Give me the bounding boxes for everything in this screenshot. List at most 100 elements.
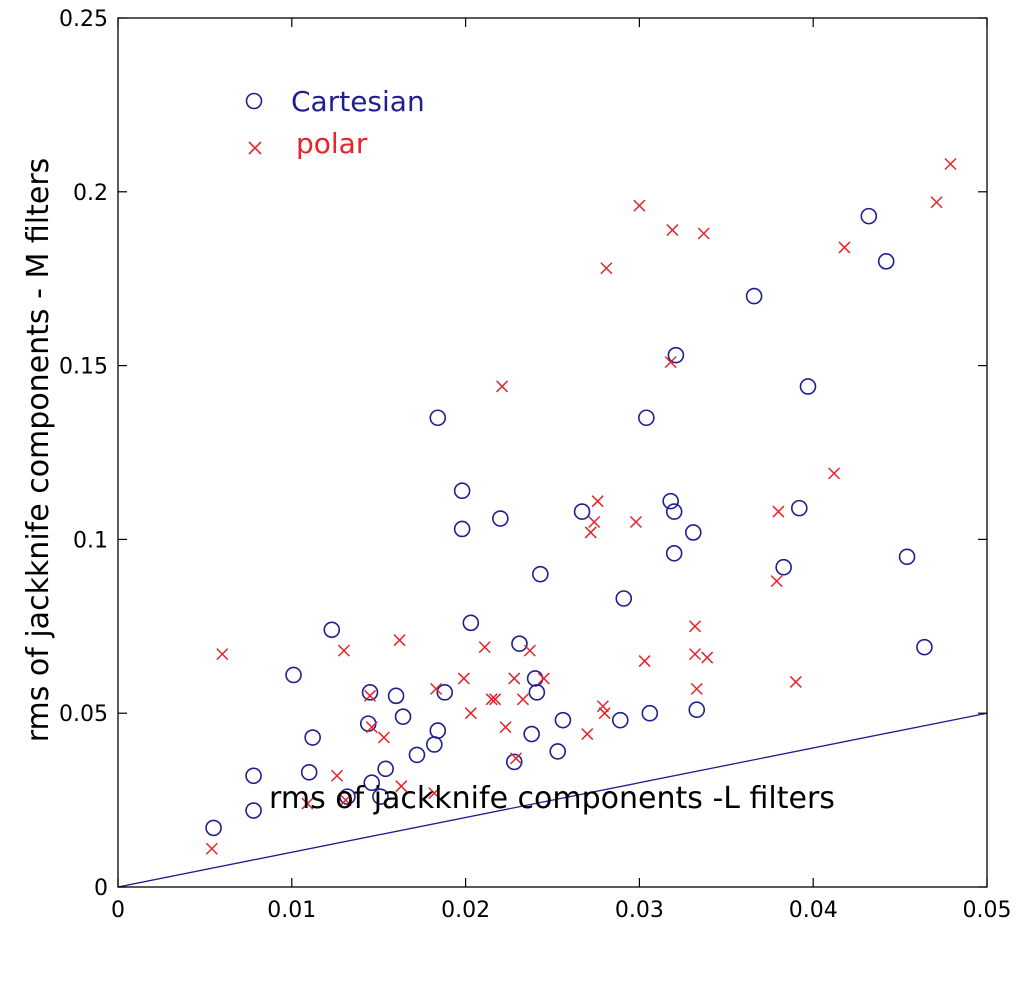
cartesian-point	[205, 819, 222, 837]
cartesian-point	[662, 492, 679, 510]
polar-point	[330, 769, 344, 782]
y-tick-label: 0.05	[59, 702, 108, 727]
polar-point	[828, 467, 841, 480]
cartesian-point	[304, 729, 321, 746]
polar-point	[523, 644, 536, 657]
polar-point	[600, 262, 613, 275]
cartesian-point	[300, 763, 318, 781]
polar-point	[395, 780, 408, 793]
polar-point	[596, 700, 609, 713]
x-tick-label: 0.04	[789, 898, 838, 923]
cartesian-point	[611, 711, 629, 729]
cartesian-point	[453, 520, 471, 538]
polar-point	[664, 356, 677, 369]
cartesian-point	[323, 621, 341, 639]
polar-point	[688, 648, 702, 661]
x-tick-label: 0	[111, 898, 125, 923]
polar-point	[688, 620, 702, 633]
cartesian-point	[453, 482, 471, 500]
polar-point	[363, 689, 377, 702]
legend-label-polar: polar	[296, 127, 368, 160]
polar-point	[499, 721, 512, 734]
cartesian-point	[492, 510, 509, 527]
polar-point	[496, 380, 509, 393]
cartesian-point	[775, 558, 792, 576]
polar-point	[770, 575, 783, 588]
plot-area-frame	[117, 17, 988, 888]
cartesian-point	[877, 253, 895, 270]
cartesian-point	[429, 722, 447, 739]
cartesian-point	[363, 774, 381, 792]
polar-point	[584, 526, 597, 539]
y-tick-label: 0.2	[73, 181, 108, 206]
cartesian-point	[667, 346, 685, 364]
cartesian-point	[462, 614, 480, 632]
legend: Cartesian polar	[245, 85, 425, 160]
cartesian-point	[426, 736, 443, 753]
polar-point	[701, 651, 714, 664]
cartesian-point	[641, 704, 659, 722]
cartesian-point	[394, 708, 412, 725]
polar-point	[428, 787, 441, 800]
polar-point	[629, 515, 642, 529]
cartesian-point	[745, 287, 763, 305]
polar-point	[598, 707, 611, 720]
cartesian-point	[523, 725, 540, 743]
cartesian-point	[554, 711, 572, 729]
polar-point	[464, 707, 477, 720]
polar-point	[339, 794, 352, 807]
polar-point	[588, 515, 601, 529]
cartesian-point	[799, 378, 817, 395]
polar-point	[638, 655, 651, 668]
polar-point	[697, 227, 710, 240]
x-tick-label: 0.05	[963, 898, 1012, 923]
y-axis-label: rms of jackknife components - M filters	[21, 158, 56, 743]
polar-point	[666, 224, 679, 237]
data-marks-layer	[205, 157, 957, 855]
polar-point	[581, 728, 594, 741]
cartesian-point	[532, 565, 549, 583]
polar-point	[430, 682, 443, 695]
polar-point	[838, 241, 851, 254]
polar-point	[508, 672, 521, 685]
cartesian-point	[860, 207, 878, 225]
x-tick-label: 0.01	[267, 898, 316, 923]
polar-point	[205, 842, 218, 855]
polar-point	[930, 196, 943, 209]
x-tick-label: 0.02	[441, 898, 490, 923]
cartesian-point	[528, 684, 546, 701]
polar-point	[944, 157, 957, 171]
polar-point	[690, 682, 703, 695]
reference-line-layer	[117, 712, 988, 888]
polar-point	[772, 505, 785, 518]
x-axis-label: rms of jackknife components -L filters	[269, 781, 835, 816]
cartesian-point	[665, 503, 683, 520]
polar-point	[509, 752, 523, 765]
polar-point	[478, 641, 491, 654]
polar-point	[301, 797, 314, 810]
cartesian-point	[573, 503, 591, 520]
cartesian-point	[361, 684, 379, 701]
legend-label-cartesian: Cartesian	[291, 85, 425, 118]
cartesian-point	[684, 524, 702, 541]
cartesian-point	[377, 760, 394, 778]
polar-point	[489, 693, 502, 706]
legend-circle-marker-icon	[245, 92, 263, 110]
cartesian-point	[549, 743, 567, 760]
reference-line	[117, 712, 988, 888]
polar-point	[516, 693, 529, 706]
cartesian-point	[436, 684, 454, 701]
cartesian-point	[245, 802, 262, 819]
cartesian-point	[526, 670, 544, 687]
cartesian-point	[898, 548, 916, 566]
polar-point	[457, 672, 470, 685]
polar-point	[789, 675, 802, 688]
legend-x-marker-icon	[248, 141, 262, 155]
polar-point	[485, 693, 498, 706]
polar-point	[216, 648, 229, 661]
cartesian-point	[665, 545, 683, 562]
cartesian-point	[339, 788, 356, 805]
polar-point	[337, 644, 350, 657]
y-tick-label: 0.1	[73, 528, 108, 553]
